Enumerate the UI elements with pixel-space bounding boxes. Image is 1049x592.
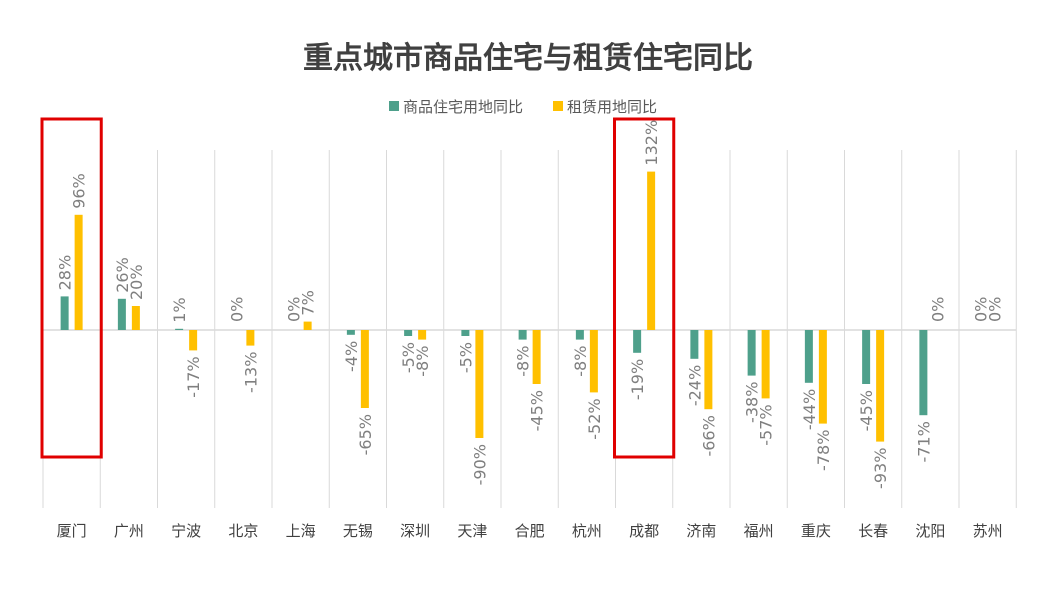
legend-label-租赁用地同比: 租赁用地同比 [567, 98, 657, 116]
bar-厦门-租赁用地同比 [74, 214, 83, 330]
bar-长春-商品住宅用地同比 [862, 330, 871, 384]
data-label-苏州-商品住宅用地同比: 0% [972, 297, 991, 322]
bar-福州-租赁用地同比 [761, 330, 770, 399]
legend: 商品住宅用地同比 租赁用地同比 [389, 98, 657, 116]
data-label-深圳-商品住宅用地同比: -5% [399, 342, 418, 373]
category-label-深圳: 深圳 [400, 522, 430, 540]
category-label-宁波: 宁波 [171, 522, 201, 540]
data-label-福州-租赁用地同比: -57% [757, 404, 776, 445]
bar-济南-租赁用地同比 [704, 330, 713, 410]
category-label-上海: 上海 [286, 522, 316, 540]
bar-成都-商品住宅用地同比 [633, 330, 642, 353]
data-label-沈阳-商品住宅用地同比: -71% [914, 421, 933, 462]
data-label-沈阳-租赁用地同比: 0% [928, 297, 947, 322]
bar-北京-租赁用地同比 [246, 330, 255, 346]
bar-长春-租赁用地同比 [876, 330, 885, 442]
bar-重庆-商品住宅用地同比 [804, 330, 813, 383]
bar-合肥-商品住宅用地同比 [518, 330, 527, 340]
data-label-宁波-租赁用地同比: -17% [184, 356, 203, 397]
data-label-长春-商品住宅用地同比: -45% [857, 390, 876, 431]
bar-济南-商品住宅用地同比 [690, 330, 699, 359]
bar-天津-租赁用地同比 [475, 330, 484, 438]
data-label-宁波-商品住宅用地同比: 1% [170, 297, 189, 322]
data-label-合肥-商品住宅用地同比: -8% [514, 346, 533, 377]
highlight-box-成都 [613, 117, 676, 459]
data-label-杭州-商品住宅用地同比: -8% [571, 346, 590, 377]
category-label-苏州: 苏州 [973, 522, 1003, 540]
category-labels: 厦门 广州 宁波 北京 上海 无锡 深圳 天津 合肥 杭州 成都 济南 福州 重庆 长春 沈阳 苏州 [57, 522, 1003, 540]
category-label-杭州: 杭州 [572, 522, 602, 540]
category-label-沈阳: 沈阳 [915, 522, 945, 540]
bar-沈阳-商品住宅用地同比 [919, 330, 928, 416]
bar-无锡-租赁用地同比 [360, 330, 369, 408]
bar-宁波-租赁用地同比 [189, 330, 198, 351]
data-label-上海-商品住宅用地同比: 0% [285, 297, 304, 322]
data-label-广州-租赁用地同比: 20% [127, 264, 146, 300]
data-label-杭州-租赁用地同比: -52% [585, 398, 604, 439]
chart-title: 重点城市商品住宅与租赁住宅同比 [303, 41, 753, 76]
legend-swatch-商品住宅用地同比 [389, 101, 399, 111]
data-label-无锡-商品住宅用地同比: -4% [342, 341, 361, 372]
data-label-重庆-租赁用地同比: -78% [814, 430, 833, 471]
bar-宁波-商品住宅用地同比 [175, 328, 184, 330]
data-label-厦门-租赁用地同比: 96% [70, 173, 89, 209]
category-label-合肥: 合肥 [515, 522, 545, 540]
legend-swatch-租赁用地同比 [553, 101, 563, 111]
data-label-天津-商品住宅用地同比: -5% [456, 342, 475, 373]
category-label-厦门: 厦门 [57, 522, 87, 540]
bar-福州-商品住宅用地同比 [747, 330, 756, 376]
data-label-北京-租赁用地同比: -13% [241, 352, 260, 393]
bar-成都-租赁用地同比 [647, 171, 656, 330]
data-label-北京-商品住宅用地同比: 0% [227, 297, 246, 322]
category-label-天津: 天津 [457, 522, 487, 540]
bars [60, 171, 928, 442]
bar-合肥-租赁用地同比 [532, 330, 541, 384]
data-label-广州-商品住宅用地同比: 26% [113, 257, 132, 293]
bar-上海-租赁用地同比 [303, 321, 312, 330]
data-label-济南-商品住宅用地同比: -24% [685, 365, 704, 406]
category-label-福州: 福州 [744, 522, 774, 540]
category-label-成都: 成都 [629, 522, 659, 540]
bar-杭州-商品住宅用地同比 [575, 330, 584, 340]
bar-杭州-租赁用地同比 [589, 330, 598, 393]
category-label-长春: 长春 [858, 522, 888, 540]
data-label-长春-租赁用地同比: -93% [871, 448, 890, 489]
data-label-苏州-租赁用地同比: 0% [986, 297, 1005, 322]
highlight-box-厦门 [40, 117, 103, 459]
legend-label-商品住宅用地同比: 商品住宅用地同比 [403, 98, 523, 116]
bar-广州-租赁用地同比 [131, 306, 140, 330]
data-label-深圳-租赁用地同比: -8% [413, 346, 432, 377]
data-label-天津-租赁用地同比: -90% [470, 444, 489, 485]
bar-天津-商品住宅用地同比 [461, 330, 470, 336]
category-label-广州: 广州 [114, 522, 144, 540]
category-label-重庆: 重庆 [801, 522, 831, 540]
data-label-成都-租赁用地同比: 132% [642, 120, 661, 166]
category-label-北京: 北京 [228, 522, 258, 540]
data-label-重庆-商品住宅用地同比: -44% [800, 389, 819, 430]
data-label-合肥-租赁用地同比: -45% [528, 390, 547, 431]
highlight-boxes [40, 117, 676, 459]
bar-厦门-商品住宅用地同比 [60, 296, 69, 330]
data-label-成都-商品住宅用地同比: -19% [628, 359, 647, 400]
category-label-无锡: 无锡 [343, 522, 373, 540]
bar-广州-商品住宅用地同比 [117, 298, 126, 330]
bar-重庆-租赁用地同比 [818, 330, 827, 424]
data-label-济南-租赁用地同比: -66% [699, 415, 718, 456]
bar-深圳-租赁用地同比 [418, 330, 427, 340]
data-label-无锡-租赁用地同比: -65% [356, 414, 375, 455]
data-labels: 28%96%26%20%1%-17%0%-13%0%7%-4%-65%-5%-8… [56, 120, 1005, 489]
data-label-厦门-商品住宅用地同比: 28% [56, 255, 75, 291]
data-label-福州-商品住宅用地同比: -38% [743, 382, 762, 423]
bar-无锡-商品住宅用地同比 [346, 330, 355, 335]
bar-深圳-商品住宅用地同比 [404, 330, 413, 336]
category-label-济南: 济南 [686, 522, 716, 540]
data-label-上海-租赁用地同比: 7% [299, 290, 318, 315]
